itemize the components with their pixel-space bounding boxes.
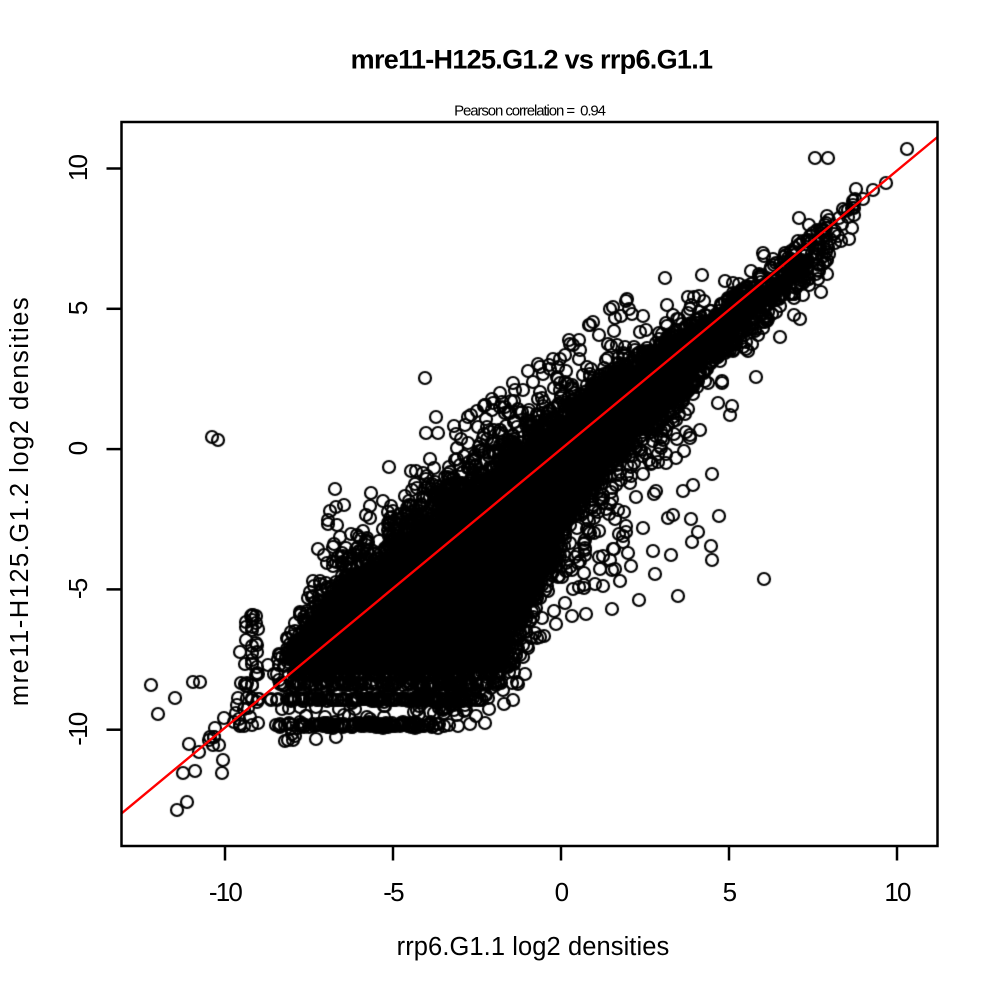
svg-text:-10: -10 bbox=[63, 712, 93, 746]
svg-text:rrp6.G1.1 log2 densities: rrp6.G1.1 log2 densities bbox=[397, 933, 670, 961]
svg-text:5: 5 bbox=[723, 877, 737, 907]
svg-text:10: 10 bbox=[63, 155, 93, 182]
svg-text:-5: -5 bbox=[63, 578, 93, 599]
svg-text:mre11-H125.G1.2 vs rrp6.G1.1: mre11-H125.G1.2 vs rrp6.G1.1 bbox=[351, 45, 713, 75]
svg-text:10: 10 bbox=[884, 877, 911, 907]
svg-text:0: 0 bbox=[555, 877, 569, 907]
svg-text:5: 5 bbox=[63, 301, 93, 315]
svg-text:-5: -5 bbox=[383, 877, 404, 907]
svg-text:mre11-H125.G1.2 log2 densities: mre11-H125.G1.2 log2 densities bbox=[6, 296, 34, 706]
svg-text:Pearson correlation = 0.94: Pearson correlation = 0.94 bbox=[454, 103, 606, 120]
svg-text:-10: -10 bbox=[209, 877, 243, 907]
svg-text:0: 0 bbox=[63, 441, 93, 455]
